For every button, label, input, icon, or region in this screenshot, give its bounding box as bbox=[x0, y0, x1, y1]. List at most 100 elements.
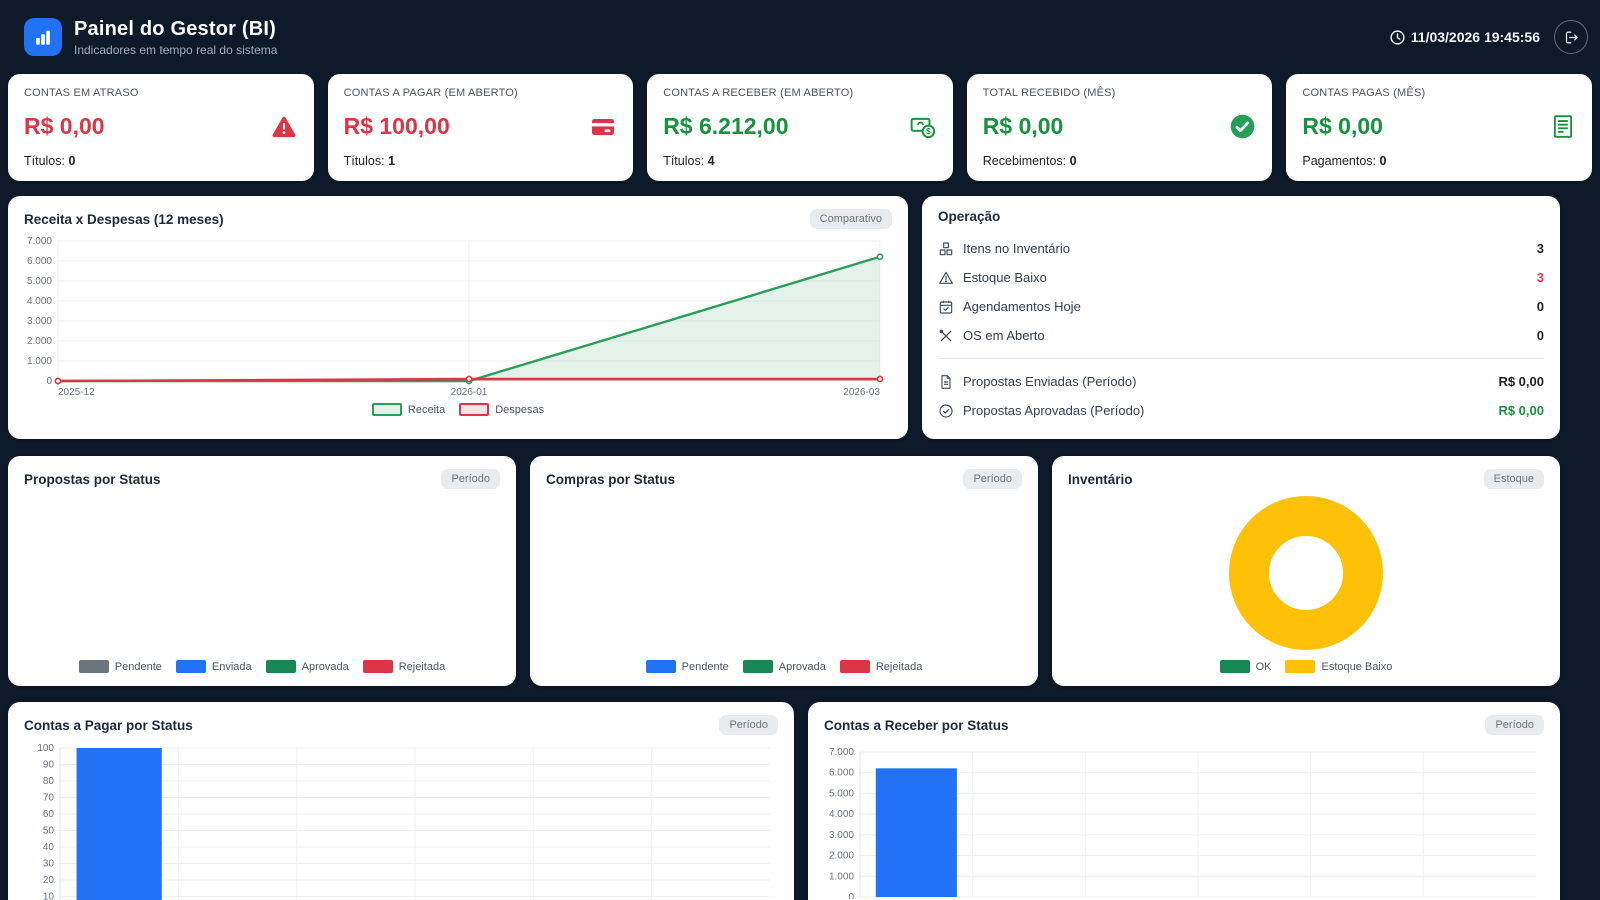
svg-text:2.000: 2.000 bbox=[27, 336, 52, 347]
kpi-row: CONTAS EM ATRASO R$ 0,00 Títulos: 0 CONT… bbox=[8, 74, 1592, 181]
kpi-value: R$ 0,00 bbox=[982, 113, 1064, 139]
legend-label: OK bbox=[1255, 660, 1272, 673]
svg-text:3.000: 3.000 bbox=[27, 316, 52, 327]
logout-button[interactable] bbox=[1554, 20, 1588, 54]
svg-text:1.000: 1.000 bbox=[27, 356, 52, 367]
legend-item[interactable]: Rejeitada bbox=[362, 660, 446, 673]
panel-title: Receita x Despesas (12 meses) bbox=[24, 211, 224, 227]
operacao-row-estoque-baixo: Estoque Baixo 3 bbox=[938, 263, 1544, 292]
svg-text:6.000: 6.000 bbox=[27, 256, 52, 267]
panel-title: Contas a Receber por Status bbox=[824, 717, 1009, 733]
legend-label: Pendente bbox=[681, 660, 729, 673]
contas-receber-bar-chart: 0 1.000 2.000 3.000 4.000 5.000 6.000 7.000 bbox=[824, 747, 1544, 899]
operacao-row-agendamentos: Agendamentos Hoje 0 bbox=[938, 292, 1544, 321]
propostas-status-card: Propostas por Status Período Pendente Env… bbox=[8, 456, 516, 686]
alert-triangle-icon bbox=[270, 114, 298, 140]
legend-label: Rejeitada bbox=[398, 660, 446, 673]
svg-text:90: 90 bbox=[43, 760, 55, 771]
inventario-donut-chart bbox=[1068, 489, 1544, 656]
legend-item[interactable]: Despesas bbox=[459, 403, 544, 416]
compras-chart bbox=[546, 489, 1022, 656]
legend-item[interactable]: Aprovada bbox=[742, 660, 826, 673]
kpi-value: R$ 0,00 bbox=[1302, 113, 1383, 139]
operacao-row-os: OS em Aberto 0 bbox=[938, 321, 1544, 350]
kpi-label: CONTAS EM ATRASO bbox=[24, 87, 139, 99]
legend-item[interactable]: Estoque Baixo bbox=[1285, 660, 1392, 673]
tools-icon bbox=[939, 329, 952, 341]
periodo-badge: Período bbox=[963, 469, 1022, 489]
legend-item[interactable]: Aprovada bbox=[265, 660, 349, 673]
kpi-subtext: Recebimentos: 0 bbox=[982, 154, 1077, 168]
page-title: Painel do Gestor (BI) bbox=[74, 17, 277, 40]
panel-title: Propostas por Status bbox=[24, 471, 161, 487]
legend-item[interactable]: Pendente bbox=[78, 660, 162, 673]
operacao-row-propostas-enviadas: Propostas Enviadas (Período) R$ 0,00 bbox=[938, 367, 1544, 396]
kpi-card-contas-a-receber: CONTAS A RECEBER (EM ABERTO) R$ 6.212,00… bbox=[647, 74, 953, 181]
kpi-card-contas-pagas: CONTAS PAGAS (MÊS) R$ 0,00 Pagamentos: 0 bbox=[1286, 74, 1592, 181]
inventario-card: Inventário Estoque OK Estoque Baixo bbox=[1052, 456, 1560, 686]
legend-swatch bbox=[175, 660, 206, 673]
svg-text:5.000: 5.000 bbox=[27, 276, 52, 287]
svg-text:7.000: 7.000 bbox=[829, 747, 854, 758]
panel-title: Contas a Pagar por Status bbox=[24, 717, 193, 733]
legend-swatch bbox=[742, 660, 773, 673]
panel-title: Inventário bbox=[1068, 471, 1133, 487]
legend-label: Pendente bbox=[114, 660, 162, 673]
compras-status-card: Compras por Status Período Pendente Aprov… bbox=[530, 456, 1038, 686]
boxes-icon bbox=[939, 241, 953, 255]
chart-legend: Pendente Aprovada Rejeitada bbox=[546, 660, 1022, 673]
svg-text:3.000: 3.000 bbox=[829, 830, 854, 841]
chart-legend: OK Estoque Baixo bbox=[1068, 660, 1544, 673]
legend-item[interactable]: Enviada bbox=[175, 660, 252, 673]
receipt-icon bbox=[1550, 113, 1576, 140]
kpi-card-contas-a-pagar: CONTAS A PAGAR (EM ABERTO) R$ 100,00 Tít… bbox=[327, 74, 634, 181]
legend-swatch bbox=[265, 660, 296, 673]
svg-text:100: 100 bbox=[37, 743, 54, 754]
legend-label: Despesas bbox=[495, 403, 545, 416]
kpi-subtext: Títulos: 0 bbox=[24, 154, 76, 168]
panel-title: Operação bbox=[938, 209, 1001, 224]
kpi-subtext: Títulos: 4 bbox=[663, 154, 715, 168]
legend-swatch bbox=[839, 660, 870, 673]
legend-swatch bbox=[645, 660, 676, 673]
svg-text:30: 30 bbox=[43, 859, 55, 870]
legend-item[interactable]: Pendente bbox=[645, 660, 729, 673]
legend-item[interactable]: OK bbox=[1219, 660, 1272, 673]
svg-text:60: 60 bbox=[43, 809, 55, 820]
kpi-label: CONTAS A RECEBER (EM ABERTO) bbox=[663, 87, 854, 99]
chart-legend: Pendente Enviada Aprovada Rejeitada bbox=[24, 660, 500, 673]
kpi-card-total-recebido: TOTAL RECEBIDO (MÊS) R$ 0,00 Recebimento… bbox=[966, 74, 1273, 181]
legend-swatch bbox=[1285, 660, 1316, 673]
legend-item[interactable]: Rejeitada bbox=[839, 660, 922, 673]
legend-label: Receita bbox=[407, 403, 446, 416]
panel-title: Compras por Status bbox=[546, 471, 676, 487]
svg-text:2026-01: 2026-01 bbox=[451, 387, 488, 398]
kpi-value: R$ 100,00 bbox=[343, 113, 450, 139]
revenue-expense-card: Receita x Despesas (12 meses) Comparativ… bbox=[8, 196, 908, 439]
revenue-expense-chart: 0 1.000 2.000 3.000 4.000 5.000 6.000 7.000 2025… bbox=[24, 233, 892, 399]
svg-text:6.000: 6.000 bbox=[829, 768, 854, 779]
svg-text:1.000: 1.000 bbox=[829, 871, 854, 882]
legend-label: Estoque Baixo bbox=[1321, 660, 1393, 673]
svg-text:20: 20 bbox=[43, 875, 55, 886]
svg-text:7.000: 7.000 bbox=[27, 236, 52, 247]
file-text-icon bbox=[941, 374, 951, 389]
kpi-label: CONTAS A PAGAR (EM ABERTO) bbox=[343, 87, 518, 99]
svg-text:2.000: 2.000 bbox=[829, 851, 854, 862]
svg-text:0: 0 bbox=[848, 892, 854, 899]
svg-text:50: 50 bbox=[43, 826, 55, 837]
svg-text:5.000: 5.000 bbox=[829, 788, 854, 799]
comparativo-badge: Comparativo bbox=[809, 209, 892, 229]
legend-item[interactable]: Receita bbox=[371, 403, 446, 416]
contas-receber-status-card: Contas a Receber por Status Período 0 1.0… bbox=[808, 702, 1560, 900]
clock-icon bbox=[1390, 29, 1405, 45]
svg-text:40: 40 bbox=[43, 842, 55, 853]
svg-text:0: 0 bbox=[46, 376, 52, 387]
operacao-card: Operação Itens no Inventário 3 Estoque B… bbox=[922, 196, 1560, 439]
logout-icon bbox=[1565, 31, 1578, 43]
check-circle-icon bbox=[1229, 113, 1256, 140]
periodo-badge: Período bbox=[441, 469, 500, 489]
svg-text:2026-03: 2026-03 bbox=[843, 387, 880, 398]
periodo-badge: Período bbox=[719, 715, 778, 735]
check-badge-icon bbox=[939, 403, 953, 418]
